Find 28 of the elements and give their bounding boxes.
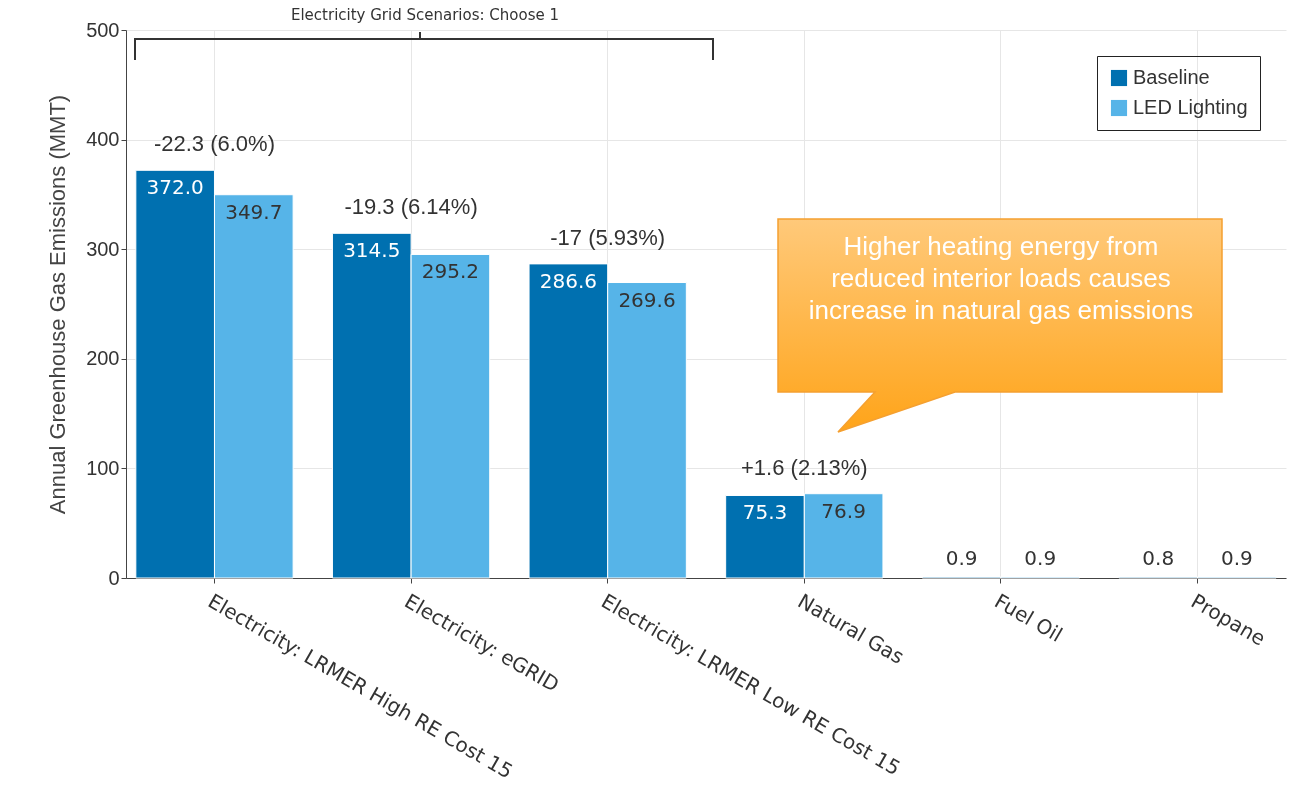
legend-label: Baseline (1133, 66, 1210, 88)
data-label: 372.0 (146, 175, 204, 200)
y-axis-title: Annual Greenhouse Gas Emissions (MMT) (45, 94, 71, 515)
annotation: -22.3 (6.0%) (153, 131, 276, 157)
data-label: 349.7 (225, 199, 283, 224)
y-tick-label: 200 (86, 347, 120, 370)
annotation: -17 (5.93%) (550, 224, 666, 250)
data-label: 75.3 (742, 500, 788, 525)
data-label: 295.2 (421, 259, 480, 284)
data-label: 0.8 (1142, 546, 1175, 571)
y-tick-label: 0 (108, 566, 120, 589)
data-label: 0.9 (1220, 546, 1253, 571)
y-tick-label: 400 (86, 128, 120, 151)
x-tick-label: Fuel Oil (990, 588, 1067, 647)
data-label: 76.9 (821, 498, 866, 523)
bracket: Electricity Grid Scenarios: Choose 1 (130, 6, 720, 66)
data-label: 286.6 (539, 268, 598, 293)
y-tick-label: 300 (86, 237, 120, 260)
data-label: 314.5 (343, 238, 401, 263)
annotation: -19.3 (6.14%) (344, 194, 478, 220)
legend-label: LED Lighting (1133, 96, 1248, 118)
annotation: +1.6 (2.13%) (741, 454, 868, 480)
data-label: 0.9 (1024, 546, 1057, 571)
annotation: Higher heating energy from reduced interior loads causes increase in natural gas emissions (807, 230, 1195, 326)
y-tick-label: 500 (86, 18, 120, 41)
data-label: 269.6 (618, 287, 676, 312)
y-tick-label: 100 (86, 456, 120, 479)
data-label: 0.9 (945, 546, 978, 571)
